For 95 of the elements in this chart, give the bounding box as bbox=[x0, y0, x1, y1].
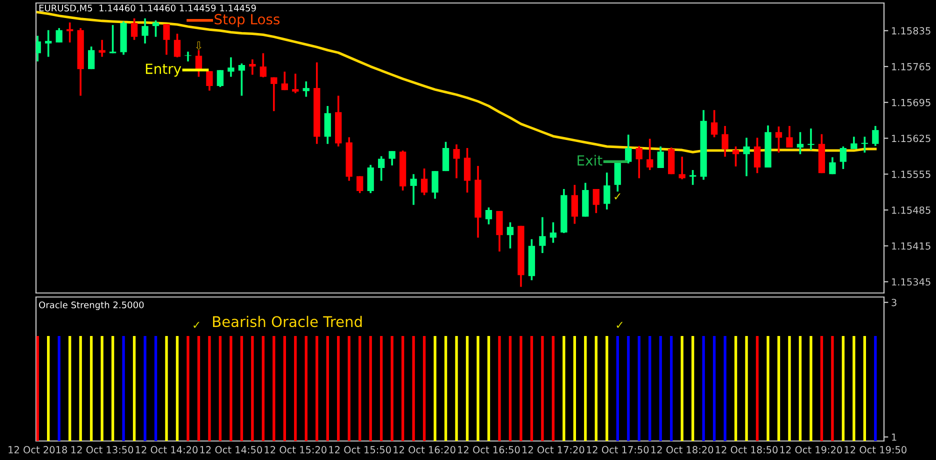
candlestick bbox=[98, 38, 106, 58]
annotation: ✓ bbox=[194, 322, 200, 328]
y-tick-label: 1.15835 bbox=[892, 27, 930, 34]
x-tick-label: 12 Oct 17:50 bbox=[587, 446, 649, 454]
candlestick bbox=[228, 56, 234, 78]
candlestick bbox=[216, 69, 224, 88]
candlestick bbox=[592, 188, 600, 214]
x-tick-label: 12 Oct 2018 bbox=[8, 446, 67, 454]
candlestick bbox=[614, 162, 621, 192]
x-tick-label: 12 Oct 15:50 bbox=[329, 446, 391, 454]
candlestick bbox=[453, 144, 460, 180]
candlestick bbox=[88, 46, 95, 70]
candlestick bbox=[410, 173, 417, 206]
candlestick bbox=[378, 155, 385, 182]
y-tick-label: 1.15345 bbox=[892, 278, 930, 286]
y-tick-label: 1.15765 bbox=[892, 63, 930, 70]
candlestick bbox=[743, 136, 750, 178]
candlestick bbox=[625, 134, 632, 164]
candlestick bbox=[109, 24, 116, 54]
x-tick-label: 12 Oct 19:20 bbox=[780, 446, 842, 454]
candlestick bbox=[206, 70, 213, 92]
x-tick-label: 12 Oct 13:50 bbox=[71, 446, 134, 454]
x-tick-label: 12 Oct 15:20 bbox=[264, 446, 326, 454]
candlestick bbox=[550, 221, 557, 244]
candlestick bbox=[174, 32, 181, 58]
candlestick bbox=[506, 221, 514, 250]
candlestick bbox=[722, 125, 728, 158]
chart-title: Oracle Strength 2.5000 bbox=[39, 301, 144, 310]
x-tick-label: 12 Oct 18:50 bbox=[716, 446, 778, 454]
x-tick-label: 12 Oct 14:20 bbox=[136, 446, 198, 454]
candlestick bbox=[324, 105, 331, 145]
annotation: Exit bbox=[578, 154, 602, 166]
x-tick-label: 12 Oct 16:20 bbox=[394, 446, 456, 454]
y-tick-label: 1.15695 bbox=[892, 98, 930, 106]
candlestick bbox=[388, 150, 396, 166]
annotation: ✓ bbox=[616, 322, 623, 328]
annotation: Entry bbox=[146, 64, 182, 77]
candlestick bbox=[678, 156, 686, 180]
candlestick bbox=[571, 184, 578, 225]
candlestick bbox=[260, 52, 266, 78]
candlestick bbox=[152, 20, 160, 38]
y-tick-label: 1.15415 bbox=[892, 242, 930, 250]
candlestick bbox=[270, 76, 278, 112]
candlestick bbox=[130, 17, 138, 41]
x-tick-label: 12 Oct 14:50 bbox=[200, 446, 262, 454]
candlestick bbox=[281, 70, 288, 92]
candlestick bbox=[163, 23, 170, 56]
candlestick bbox=[302, 80, 310, 98]
candlestick bbox=[142, 17, 148, 44]
candlestick bbox=[45, 29, 52, 58]
x-tick-label: 12 Oct 16:50 bbox=[458, 446, 520, 454]
candlestick bbox=[710, 109, 718, 138]
candlestick bbox=[604, 172, 610, 210]
y-tick-label: 1 bbox=[892, 434, 896, 441]
candlestick bbox=[850, 136, 858, 150]
x-tick-label: 12 Oct 17:20 bbox=[522, 446, 584, 454]
candlestick bbox=[636, 145, 642, 180]
chart-title: EURUSD,M5 1.14460 1.14460 1.14459 1.14459 bbox=[39, 4, 256, 12]
candlestick bbox=[539, 216, 546, 254]
y-tick-label: 1.15555 bbox=[892, 170, 930, 178]
candlestick bbox=[657, 146, 664, 169]
candlestick bbox=[861, 136, 868, 154]
candlestick bbox=[754, 136, 761, 174]
candlestick bbox=[238, 62, 246, 97]
candlestick bbox=[775, 126, 782, 154]
candlestick bbox=[829, 156, 836, 176]
annotation: ⇩ bbox=[196, 41, 202, 50]
candlestick bbox=[420, 168, 428, 196]
candlestick bbox=[292, 72, 299, 94]
candlestick bbox=[796, 131, 804, 156]
candlestick bbox=[184, 50, 192, 62]
candlestick bbox=[442, 140, 450, 172]
candlestick bbox=[646, 138, 654, 171]
candlestick bbox=[56, 27, 62, 44]
candlestick bbox=[689, 169, 696, 186]
candlestick bbox=[464, 147, 471, 194]
y-tick-label: 3 bbox=[892, 298, 896, 306]
candlestick bbox=[786, 125, 793, 148]
candlestick bbox=[249, 58, 256, 76]
candlestick bbox=[485, 206, 492, 226]
candlestick bbox=[66, 22, 74, 44]
candlestick bbox=[808, 128, 814, 151]
annotation: Stop Loss bbox=[214, 14, 280, 28]
y-tick-label: 1.15485 bbox=[892, 206, 930, 214]
candlestick bbox=[432, 170, 438, 200]
candlestick bbox=[840, 146, 847, 170]
candlestick bbox=[732, 146, 740, 168]
annotation: ✓ bbox=[614, 193, 620, 200]
candlestick bbox=[367, 164, 374, 194]
x-tick-label: 12 Oct 18:20 bbox=[651, 446, 714, 454]
annotation: Bearish Oracle Trend bbox=[213, 316, 362, 328]
y-tick-label: 1.15625 bbox=[892, 134, 930, 142]
candlestick bbox=[356, 175, 364, 194]
x-tick-label: 12 Oct 19:50 bbox=[844, 446, 906, 454]
candlestick bbox=[872, 125, 879, 147]
